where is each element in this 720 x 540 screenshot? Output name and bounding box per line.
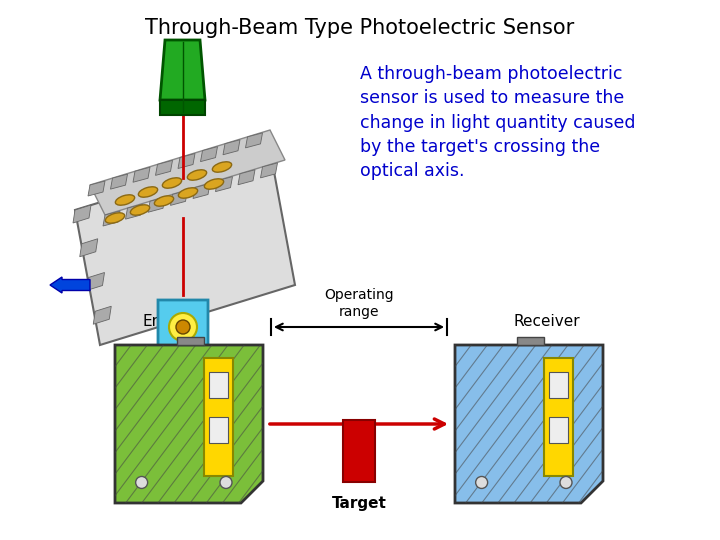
Polygon shape — [238, 170, 255, 185]
Polygon shape — [158, 300, 208, 375]
Ellipse shape — [204, 179, 224, 189]
Ellipse shape — [187, 170, 207, 180]
FancyBboxPatch shape — [544, 357, 573, 476]
Polygon shape — [90, 130, 285, 215]
Text: Through-Beam Type Photoelectric Sensor: Through-Beam Type Photoelectric Sensor — [145, 18, 575, 38]
Polygon shape — [200, 147, 217, 161]
Circle shape — [169, 313, 197, 341]
Ellipse shape — [105, 213, 125, 223]
FancyBboxPatch shape — [204, 357, 233, 476]
Polygon shape — [94, 306, 112, 324]
Ellipse shape — [138, 187, 158, 197]
FancyBboxPatch shape — [177, 337, 204, 345]
Polygon shape — [215, 177, 233, 192]
Polygon shape — [455, 345, 603, 503]
Text: Receiver: Receiver — [513, 314, 580, 329]
Polygon shape — [246, 133, 263, 148]
Ellipse shape — [130, 205, 150, 215]
Polygon shape — [178, 153, 195, 168]
Polygon shape — [223, 140, 240, 155]
Ellipse shape — [179, 188, 198, 198]
Polygon shape — [171, 191, 187, 205]
Polygon shape — [160, 358, 206, 378]
FancyBboxPatch shape — [209, 417, 228, 443]
Polygon shape — [160, 100, 205, 115]
FancyBboxPatch shape — [517, 337, 544, 345]
Polygon shape — [86, 273, 104, 291]
Polygon shape — [110, 174, 127, 189]
Polygon shape — [156, 160, 173, 176]
Polygon shape — [160, 40, 205, 100]
FancyBboxPatch shape — [549, 372, 568, 398]
FancyBboxPatch shape — [343, 420, 375, 482]
Circle shape — [135, 476, 148, 489]
Polygon shape — [80, 239, 98, 256]
Ellipse shape — [212, 162, 232, 172]
Text: Operating
range: Operating range — [324, 288, 394, 319]
Text: A through-beam photoelectric
sensor is used to measure the
change in light quant: A through-beam photoelectric sensor is u… — [360, 65, 636, 180]
Ellipse shape — [162, 178, 181, 188]
FancyArrow shape — [50, 277, 90, 293]
Polygon shape — [133, 167, 150, 183]
Circle shape — [560, 476, 572, 489]
Polygon shape — [261, 163, 277, 178]
Polygon shape — [73, 205, 91, 223]
Polygon shape — [148, 197, 165, 212]
Polygon shape — [103, 211, 120, 226]
FancyBboxPatch shape — [549, 417, 568, 443]
Text: Emitter: Emitter — [143, 314, 199, 329]
Circle shape — [176, 320, 190, 334]
Polygon shape — [88, 181, 105, 196]
Circle shape — [476, 476, 487, 489]
FancyBboxPatch shape — [209, 372, 228, 398]
Circle shape — [220, 476, 232, 489]
Polygon shape — [75, 150, 295, 345]
Text: Target: Target — [332, 496, 387, 511]
Polygon shape — [193, 184, 210, 199]
Ellipse shape — [115, 195, 135, 205]
Polygon shape — [115, 345, 263, 503]
Ellipse shape — [154, 196, 174, 206]
Polygon shape — [125, 204, 143, 219]
